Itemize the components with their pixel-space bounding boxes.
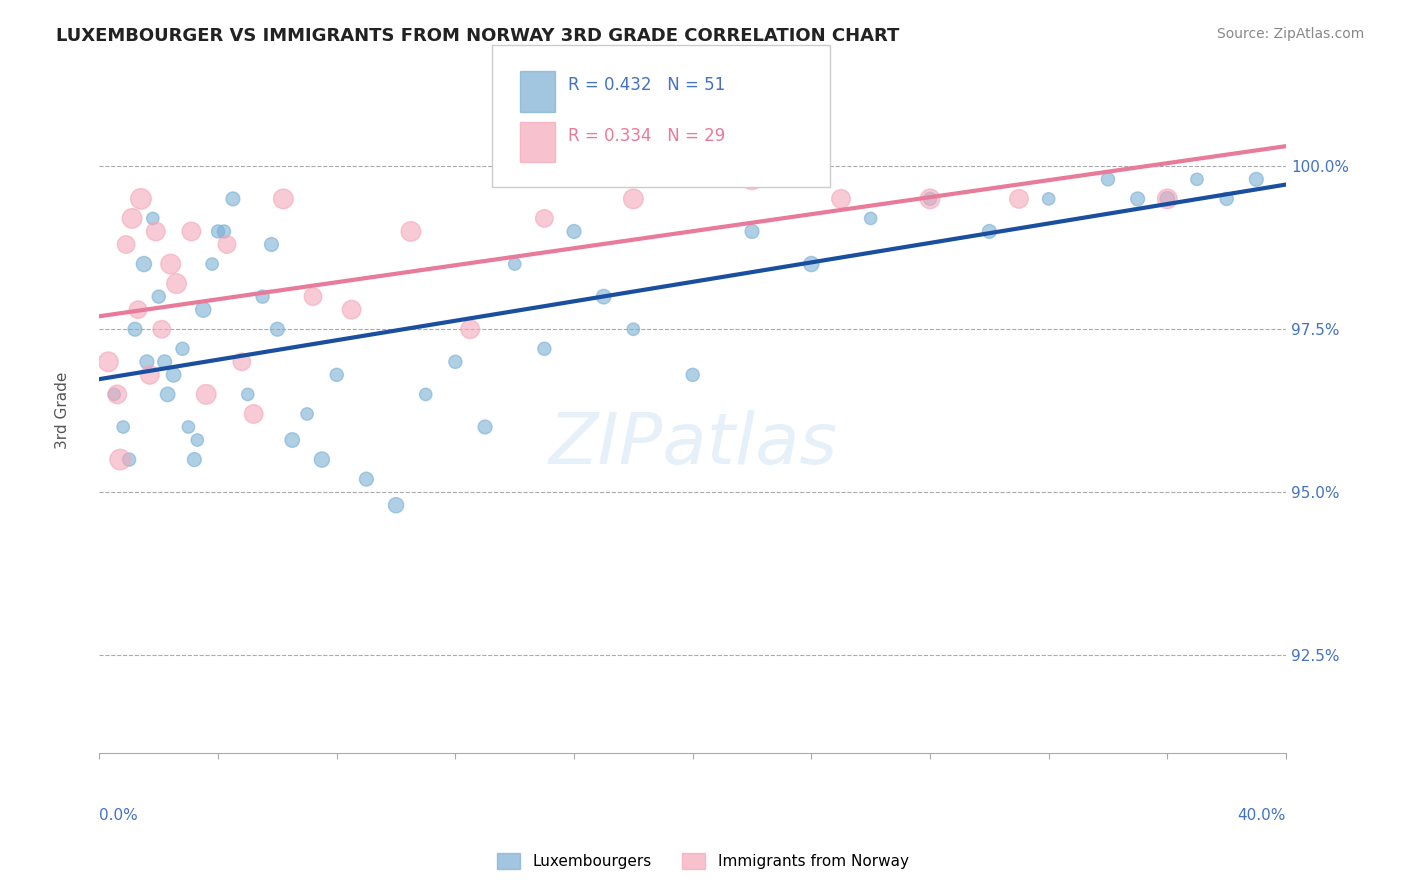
- Point: [135, 355, 157, 369]
- Point: [266, 322, 288, 336]
- Point: [97, 355, 120, 369]
- Text: LUXEMBOURGER VS IMMIGRANTS FROM NORWAY 3RD GRADE CORRELATION CHART: LUXEMBOURGER VS IMMIGRANTS FROM NORWAY 3…: [56, 27, 900, 45]
- Point: [444, 355, 467, 369]
- Point: [260, 237, 283, 252]
- Point: [145, 224, 167, 238]
- Point: [118, 452, 141, 467]
- Point: [103, 387, 125, 401]
- Point: [115, 237, 138, 252]
- Point: [800, 257, 823, 271]
- Text: R = 0.334   N = 29: R = 0.334 N = 29: [568, 127, 725, 145]
- Point: [156, 387, 179, 401]
- Point: [150, 322, 173, 336]
- Point: [127, 302, 149, 317]
- Text: R = 0.432   N = 51: R = 0.432 N = 51: [568, 76, 725, 94]
- Point: [562, 224, 585, 238]
- Text: ZIPatlas: ZIPatlas: [548, 410, 837, 479]
- Point: [183, 452, 205, 467]
- Point: [159, 257, 181, 271]
- Point: [340, 302, 363, 317]
- Point: [242, 407, 264, 421]
- Point: [458, 322, 481, 336]
- Point: [415, 387, 437, 401]
- Point: [222, 192, 245, 206]
- Point: [139, 368, 162, 382]
- Point: [142, 211, 165, 226]
- Point: [105, 387, 128, 401]
- Text: 40.0%: 40.0%: [1237, 808, 1286, 823]
- Legend: Luxembourgers, Immigrants from Norway: Luxembourgers, Immigrants from Norway: [491, 847, 915, 875]
- Point: [302, 290, 325, 304]
- Point: [162, 368, 184, 382]
- Point: [356, 472, 378, 486]
- Point: [1008, 192, 1031, 206]
- Point: [592, 290, 614, 304]
- Point: [621, 322, 644, 336]
- Point: [741, 224, 763, 238]
- Point: [129, 192, 152, 206]
- Point: [295, 407, 318, 421]
- Point: [1185, 172, 1208, 186]
- Point: [172, 342, 194, 356]
- Point: [918, 192, 941, 206]
- Point: [132, 257, 155, 271]
- Point: [533, 342, 555, 356]
- Text: Source: ZipAtlas.com: Source: ZipAtlas.com: [1216, 27, 1364, 41]
- Point: [193, 302, 215, 317]
- Point: [231, 355, 253, 369]
- Point: [1097, 172, 1119, 186]
- Point: [236, 387, 259, 401]
- Point: [166, 277, 188, 291]
- Point: [859, 211, 882, 226]
- Point: [325, 368, 347, 382]
- Point: [112, 420, 135, 434]
- Point: [273, 192, 295, 206]
- Point: [180, 224, 202, 238]
- Point: [741, 172, 763, 186]
- Point: [474, 420, 496, 434]
- Point: [1156, 192, 1178, 206]
- Point: [215, 237, 238, 252]
- Point: [124, 322, 146, 336]
- Point: [830, 192, 852, 206]
- Point: [621, 192, 644, 206]
- Point: [121, 211, 143, 226]
- Point: [281, 433, 304, 447]
- Point: [153, 355, 176, 369]
- Point: [918, 192, 941, 206]
- Point: [148, 290, 170, 304]
- Point: [311, 452, 333, 467]
- Text: 0.0%: 0.0%: [100, 808, 138, 823]
- Y-axis label: 3rd Grade: 3rd Grade: [55, 372, 70, 450]
- Point: [201, 257, 224, 271]
- Point: [1038, 192, 1060, 206]
- Point: [186, 433, 208, 447]
- Point: [1156, 192, 1178, 206]
- Point: [682, 368, 704, 382]
- Point: [1246, 172, 1268, 186]
- Point: [1215, 192, 1237, 206]
- Point: [195, 387, 218, 401]
- Point: [399, 224, 422, 238]
- Point: [503, 257, 526, 271]
- Point: [108, 452, 131, 467]
- Point: [533, 211, 555, 226]
- Point: [252, 290, 274, 304]
- Point: [385, 498, 408, 512]
- Point: [212, 224, 235, 238]
- Point: [979, 224, 1001, 238]
- Point: [1126, 192, 1149, 206]
- Point: [177, 420, 200, 434]
- Point: [207, 224, 229, 238]
